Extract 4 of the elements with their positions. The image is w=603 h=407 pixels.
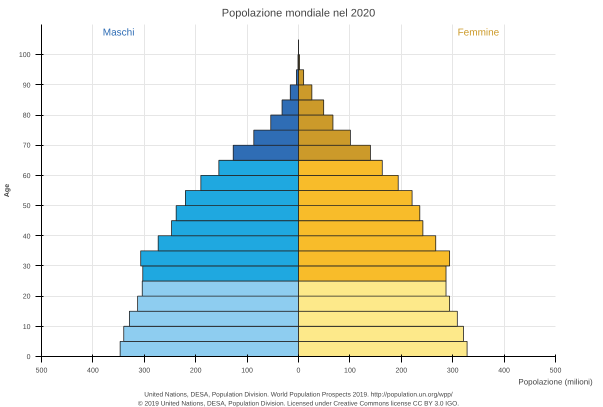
x-axis-title: Popolazione (milioni) — [518, 378, 593, 386]
text: Maschi — [102, 28, 134, 38]
text: Femmine — [458, 28, 500, 38]
chart-title: Popolazione mondiale nel 2020 — [222, 8, 376, 20]
